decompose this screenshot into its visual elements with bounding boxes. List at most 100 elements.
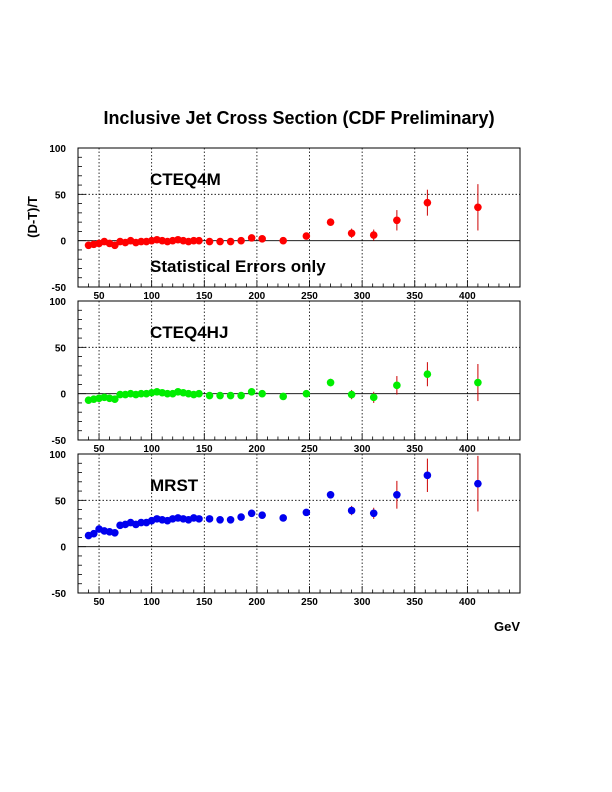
x-tick-label: 50 xyxy=(93,291,105,302)
x-axis-label: GeV xyxy=(494,619,520,634)
data-point xyxy=(237,236,245,245)
x-tick-label: 150 xyxy=(196,291,213,302)
data-point xyxy=(226,237,235,246)
x-tick-label: 300 xyxy=(354,597,371,608)
x-tick-label: 100 xyxy=(143,444,160,455)
panel-annotation: CTEQ4HJ xyxy=(150,323,228,342)
y-tick-label: 0 xyxy=(60,237,66,248)
data-point xyxy=(89,529,98,538)
y-tick-label: -50 xyxy=(52,283,67,294)
panel-2: 50 100 150 200 250 300 350 400 -50 0 50 100 CTEQ4HJ xyxy=(49,297,521,455)
panel-annotation: MRST xyxy=(150,476,199,495)
data-point xyxy=(216,391,224,400)
y-tick-label: 100 xyxy=(49,144,66,155)
y-tick-label: 50 xyxy=(55,343,67,354)
data-point xyxy=(226,515,235,524)
data-point xyxy=(393,381,401,390)
x-tick-label: 300 xyxy=(354,444,371,455)
data-point xyxy=(137,237,145,246)
data-point xyxy=(116,390,124,399)
x-tick-label: 400 xyxy=(459,291,476,302)
x-tick-label: 150 xyxy=(196,444,213,455)
data-point xyxy=(423,471,432,480)
data-point xyxy=(474,203,482,212)
data-point xyxy=(137,389,145,398)
data-point xyxy=(258,389,266,398)
x-tick-label: 100 xyxy=(143,597,160,608)
x-tick-label: 200 xyxy=(249,291,266,302)
x-tick-label: 350 xyxy=(406,291,423,302)
y-tick-label: 0 xyxy=(60,390,66,401)
x-tick-label: 50 xyxy=(93,597,105,608)
x-tick-label: 250 xyxy=(301,444,318,455)
x-tick-label: 250 xyxy=(301,597,318,608)
data-point xyxy=(474,479,482,488)
x-tick-label: 350 xyxy=(406,597,423,608)
x-tick-label: 250 xyxy=(301,291,318,302)
x-tick-label: 50 xyxy=(93,444,105,455)
data-point xyxy=(347,506,356,515)
data-point xyxy=(302,508,311,517)
y-tick-label: -50 xyxy=(52,436,67,447)
panel-3: 50 100 150 200 250 300 350 400 -50 0 50 100 MRST xyxy=(49,450,521,608)
data-point xyxy=(163,389,172,398)
data-point xyxy=(111,528,119,537)
x-tick-label: 350 xyxy=(406,444,423,455)
data-point xyxy=(423,198,432,207)
data-point xyxy=(189,236,198,245)
data-point xyxy=(369,231,378,239)
data-point xyxy=(205,515,214,523)
x-tick-label: 200 xyxy=(249,444,266,455)
y-tick-label: 0 xyxy=(60,543,66,554)
data-point xyxy=(302,232,311,240)
data-point xyxy=(205,237,214,246)
data-point xyxy=(258,511,266,519)
data-point xyxy=(393,216,401,225)
chart-title: Inclusive Jet Cross Section (CDF Prelimi… xyxy=(103,108,494,128)
data-point xyxy=(302,389,311,398)
y-tick-label: 100 xyxy=(49,297,66,308)
data-point xyxy=(326,378,335,387)
data-point xyxy=(347,229,356,238)
data-point xyxy=(369,509,378,518)
data-point xyxy=(195,236,203,245)
panel-note: Statistical Errors only xyxy=(150,257,326,276)
x-tick-label: 200 xyxy=(249,597,266,608)
data-point xyxy=(326,490,335,499)
panel-annotation: CTEQ4M xyxy=(150,170,221,189)
y-tick-label: 50 xyxy=(55,190,67,201)
panel-1: 50 100 150 200 250 300 350 400 -50 0 50 100 CTEQ4M St… xyxy=(49,144,521,302)
y-tick-label: 100 xyxy=(49,450,66,461)
data-point xyxy=(137,518,145,527)
data-point xyxy=(279,514,288,522)
y-tick-label: 50 xyxy=(55,496,67,507)
panels: 50 100 150 200 250 300 350 400 -50 0 50 100 CTEQ4M St… xyxy=(49,144,521,608)
data-point xyxy=(247,388,256,396)
data-point xyxy=(247,509,256,518)
data-point xyxy=(205,391,214,400)
data-point xyxy=(347,390,356,399)
data-point xyxy=(237,513,245,521)
x-tick-label: 100 xyxy=(143,291,160,302)
x-tick-label: 400 xyxy=(459,597,476,608)
data-point xyxy=(474,378,482,387)
panel-frame xyxy=(77,300,521,441)
data-point xyxy=(326,218,335,226)
data-point xyxy=(195,389,203,398)
x-tick-label: 300 xyxy=(354,291,371,302)
data-point xyxy=(279,236,288,245)
data-point xyxy=(111,395,119,404)
data-point xyxy=(226,391,235,400)
data-point xyxy=(393,490,401,499)
y-axis-label: (D-T)/T xyxy=(25,196,40,238)
data-point xyxy=(258,235,266,243)
data-point xyxy=(111,241,119,250)
data-point xyxy=(369,393,378,402)
y-tick-label: -50 xyxy=(52,589,67,600)
data-point xyxy=(216,515,224,524)
data-point xyxy=(237,391,245,400)
x-tick-label: 150 xyxy=(196,597,213,608)
data-point xyxy=(423,370,432,379)
x-tick-label: 400 xyxy=(459,444,476,455)
